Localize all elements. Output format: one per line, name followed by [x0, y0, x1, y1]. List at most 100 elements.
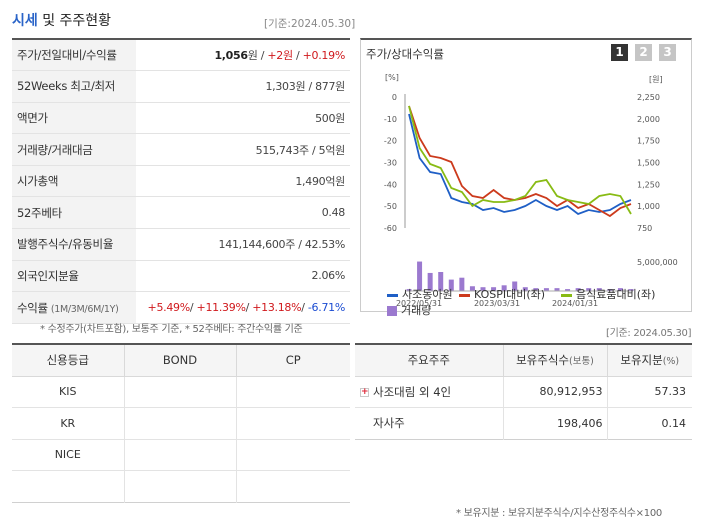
credit-row: KR [12, 407, 350, 440]
expand-icon[interactable]: + [360, 387, 369, 398]
summary-value: +5.49%/ +11.39%/ +13.18%/ -6.71% [136, 291, 350, 324]
credit-cell [123, 376, 236, 408]
summary-value: 515,743주 / 5억원 [136, 133, 350, 166]
summary-value: 141,144,600주 / 42.53% [136, 228, 350, 261]
summary-value: 1,303원 / 877원 [136, 70, 350, 103]
x-tick-label: 2023/03/31 [474, 299, 520, 308]
x-tick-label: 2024/01/31 [552, 299, 598, 308]
left-tick-label: -10 [384, 115, 397, 124]
shareholder-row: + 사조대림 외 4인 80,912,953 57.33 [355, 376, 692, 408]
credit-cell: NICE [12, 439, 124, 471]
right-tick-label: 750 [637, 224, 652, 233]
volume-bar [448, 279, 454, 291]
summary-value: 2.06% [136, 260, 350, 293]
holder-name-cell: 자사주 [373, 416, 405, 431]
header-stake: 보유지분(%) [606, 344, 692, 377]
holder-shares-cell: 198,406 [502, 407, 607, 439]
holder-shares-cell: 80,912,953 [502, 376, 607, 408]
right-tick-label: 1,750 [637, 137, 660, 146]
right-tick-label: 1,250 [637, 180, 660, 189]
chart-tab-2[interactable]: 2 [635, 44, 652, 61]
header-shares: 보유주식수(보통) [502, 344, 607, 377]
volume-bar [607, 289, 613, 291]
holder-stake-cell: 0.14 [606, 407, 692, 439]
summary-row: 주가/전일대비/수익률 1,056원 / +2원 / +0.19% [12, 39, 350, 72]
credit-cell [235, 376, 350, 408]
x-tick-label: 2022/05/31 [396, 299, 442, 308]
summary-row: 수익률 (1M/3M/6M/1Y) +5.49%/ +11.39%/ +13.18%… [12, 291, 350, 324]
right-tick-label: 1,500 [637, 159, 660, 168]
legend-item: KOSPI대비(좌) [459, 286, 545, 302]
summary-row: 발행주식수/유동비율 141,144,600주 / 42.53% [12, 228, 350, 261]
summary-label: 외국인지분율 [12, 260, 136, 293]
left-tick-label: -20 [384, 137, 397, 146]
volume-bar [617, 288, 623, 291]
credit-cell [123, 407, 236, 440]
legend-item: 거래량 [387, 302, 431, 318]
summary-row: 외국인지분율 2.06% [12, 260, 350, 293]
credit-row: KIS [12, 376, 350, 408]
volume-bar [459, 277, 465, 291]
volume-bar [406, 289, 412, 291]
summary-value: 500원 [136, 102, 350, 135]
header-cp: CP [235, 344, 350, 377]
credit-cell [235, 407, 350, 440]
summary-label: 주가/전일대비/수익률 [12, 39, 136, 72]
chart-tab-1[interactable]: 1 [611, 44, 628, 61]
summary-label: 발행주식수/유동비율 [12, 228, 136, 261]
legend-item: 음식료품대비(좌) [561, 286, 655, 302]
shareholder-note: * 보유지분 : 보유지분주식수/지수산정주식수×100 [456, 508, 662, 519]
summary-row: 거래량/거래대금 515,743주 / 5억원 [12, 133, 350, 166]
legend-swatch [459, 293, 470, 297]
volume-bar [469, 286, 475, 291]
credit-row: NICE [12, 439, 350, 471]
header-credit-grade: 신용등급 [12, 344, 124, 377]
right-tick-label: 1,000 [637, 202, 660, 211]
section-title: 시세 및 주주현황 [12, 13, 112, 29]
summary-label: 거래량/거래대금 [12, 133, 136, 166]
summary-value: 1,490억원 [136, 165, 350, 198]
credit-cell [235, 439, 350, 471]
base-date: [기준:2024.05.30] [264, 18, 356, 30]
volume-bar [512, 281, 518, 291]
volume-bar [417, 261, 423, 291]
left-tick-label: 0 [392, 93, 397, 102]
legend-swatch [561, 293, 572, 297]
volume-bar [438, 272, 444, 291]
right-axis-unit: [원] [649, 75, 663, 84]
header-major-holder: 주요주주 [355, 344, 503, 377]
summary-row: 52주베타 0.48 [12, 196, 350, 230]
summary-row: 시가총액 1,490억원 [12, 165, 350, 198]
left-tick-label: -30 [384, 159, 397, 168]
summary-label: 52주베타 [12, 196, 136, 230]
summary-value: 0.48 [136, 196, 350, 230]
left-axis-unit: [%] [385, 73, 399, 82]
series-line-1 [408, 105, 632, 218]
chart-panel: 주가/상대수익률 1 2 3 [%] [원] 0 -10 -20 -30 -40 -50 -60… [360, 38, 692, 317]
price-summary-table: 주가/전일대비/수익률 1,056원 / +2원 / +0.19% 52Weeks … [12, 38, 350, 324]
chart-tab-3[interactable]: 3 [659, 44, 676, 61]
credit-cell [12, 471, 124, 503]
volume-bar [533, 288, 539, 291]
summary-label: 액면가 [12, 102, 136, 135]
credit-cell [235, 470, 350, 502]
credit-cell: KIS [12, 376, 124, 408]
series-line-0 [408, 113, 632, 216]
series-line-2 [408, 105, 632, 215]
left-tick-label: -60 [384, 224, 397, 233]
volume-bar [501, 285, 507, 291]
summary-row: 52Weeks 최고/최저 1,303원 / 877원 [12, 70, 350, 103]
legend-swatch [387, 293, 398, 297]
credit-cell: KR [12, 407, 124, 440]
volume-bar [575, 288, 581, 291]
stock-chart: [%] [원] 0 -10 -20 -30 -40 -50 -60 2,250 2,000 1,750… [384, 73, 678, 308]
volume-bar [480, 287, 486, 291]
credit-rating-table: 신용등급 BOND CP KIS KR NICE [12, 343, 350, 503]
volume-bar [565, 289, 571, 291]
right-tick-label: 2,250 [637, 93, 660, 102]
volume-bar [427, 272, 433, 291]
chart-title: 주가/상대수익률 [366, 47, 444, 61]
volume-bar [522, 287, 528, 291]
holder-name-cell: + 사조대림 외 4인 [355, 376, 503, 408]
right-tick-label: 2,000 [637, 115, 660, 124]
